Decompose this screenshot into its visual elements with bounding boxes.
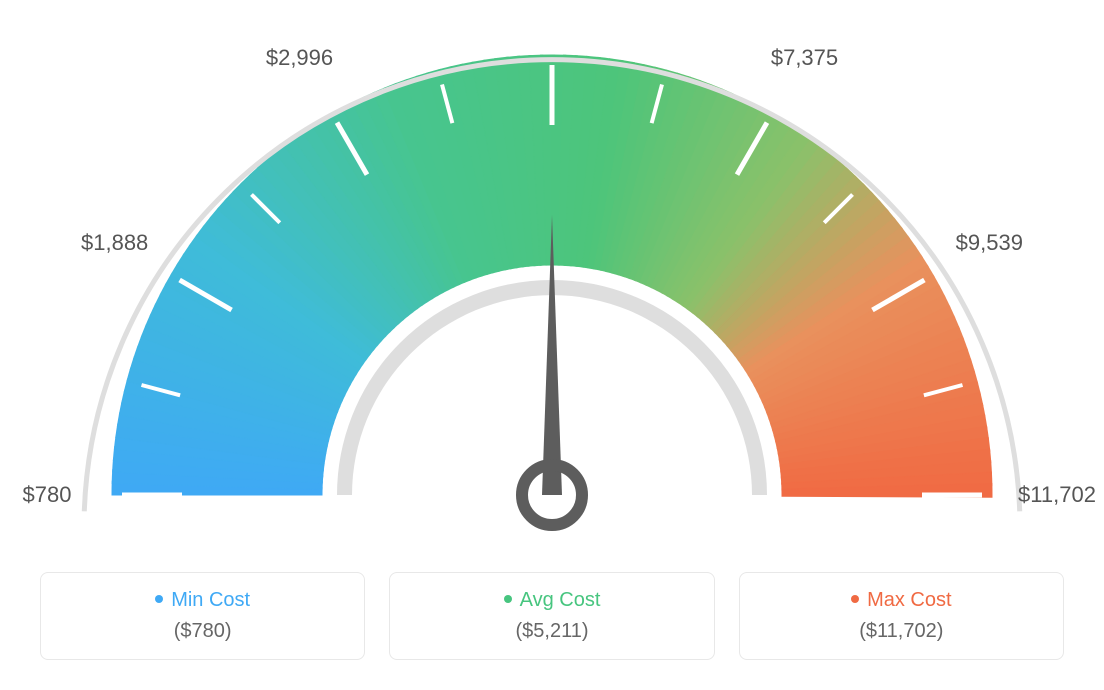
max-cost-title: Max Cost — [750, 589, 1053, 612]
avg-cost-title-text: Avg Cost — [520, 589, 601, 611]
gauge-tick-label: $780 — [23, 482, 72, 508]
gauge-tick-label: $1,888 — [81, 230, 148, 256]
max-cost-dot — [851, 595, 859, 603]
legend-row: Min Cost ($780) Avg Cost ($5,211) Max Co… — [40, 572, 1064, 660]
avg-cost-dot — [504, 595, 512, 603]
max-cost-card: Max Cost ($11,702) — [739, 572, 1064, 660]
gauge-tick-label: $5,211 — [519, 0, 585, 3]
min-cost-card: Min Cost ($780) — [40, 572, 365, 660]
gauge-tick-label: $9,539 — [956, 230, 1023, 256]
max-cost-value: ($11,702) — [750, 620, 1053, 643]
min-cost-title-text: Min Cost — [171, 589, 250, 611]
gauge-tick-label: $7,375 — [771, 45, 838, 71]
max-cost-title-text: Max Cost — [867, 589, 951, 611]
min-cost-value: ($780) — [51, 620, 354, 643]
avg-cost-title: Avg Cost — [400, 589, 703, 612]
gauge-tick-label: $2,996 — [266, 45, 333, 71]
avg-cost-value: ($5,211) — [400, 620, 703, 643]
gauge-tick-label: $11,702 — [1018, 482, 1096, 508]
avg-cost-card: Avg Cost ($5,211) — [389, 572, 714, 660]
min-cost-dot — [155, 595, 163, 603]
min-cost-title: Min Cost — [51, 589, 354, 612]
gauge-chart: $780 $1,888 $2,996 $5,211 $7,375 $9,539 $11,70… — [0, 0, 1104, 560]
gauge-svg — [0, 0, 1104, 560]
